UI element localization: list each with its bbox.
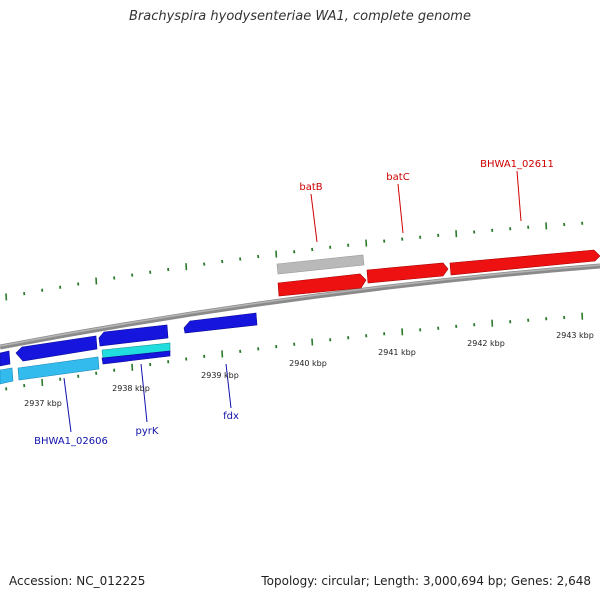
gene-arrow-pyrK-lower[interactable] xyxy=(101,350,171,365)
label-leader-batC xyxy=(397,183,404,234)
gene-arrow-batB[interactable] xyxy=(277,273,367,297)
reverse-gene-labels: BHWA1_02606 pyrK fdx xyxy=(34,363,239,447)
scale-label-2937: 2937 kbp xyxy=(24,399,62,408)
forward-strand-genes xyxy=(276,249,600,297)
gene-arrow-BHWA1_02606-light[interactable] xyxy=(17,356,100,381)
scale-label-2939: 2939 kbp xyxy=(201,371,239,380)
gene-label-fdx[interactable]: fdx xyxy=(223,411,239,422)
accession-text: Accession: NC_012225 xyxy=(9,574,146,588)
reverse-strand-genes xyxy=(0,312,258,385)
scale-label-2941: 2941 kbp xyxy=(378,348,416,357)
gene-arrow-BHWA1_02606[interactable] xyxy=(15,335,98,362)
label-leader-BHWA1_02606 xyxy=(63,377,72,433)
gene-arrow-reverse-edge[interactable] xyxy=(0,350,11,367)
gene-arrow-batB-pseudo[interactable] xyxy=(276,254,365,275)
genome-stats-text: Topology: circular; Length: 3,000,694 bp… xyxy=(261,574,591,588)
gene-arrow-BHWA1_02611[interactable] xyxy=(449,249,600,276)
label-leader-pyrK xyxy=(140,363,148,423)
label-leader-fdx xyxy=(225,363,232,409)
scale-label-2938: 2938 kbp xyxy=(112,384,150,393)
gene-arrow-pyrK-upper[interactable] xyxy=(98,324,169,347)
forward-gene-labels: batB batC BHWA1_02611 xyxy=(299,159,554,243)
gene-label-batB[interactable]: batB xyxy=(299,182,322,193)
lower-tick-track xyxy=(5,312,584,391)
gene-arrow-batC[interactable] xyxy=(366,262,449,284)
gene-label-BHWA1_02606[interactable]: BHWA1_02606 xyxy=(34,436,108,447)
scale-label-2940: 2940 kbp xyxy=(289,359,327,368)
label-leader-batB xyxy=(310,193,318,243)
chromosome-backbone-highlight xyxy=(0,264,600,347)
scale-labels: 2937 kbp 2938 kbp 2939 kbp 2940 kbp 2941… xyxy=(24,331,594,408)
gene-arrow-fdx[interactable] xyxy=(183,312,258,334)
gene-arrow-reverse-light-edge[interactable] xyxy=(0,367,14,385)
upper-tick-track xyxy=(5,221,584,301)
map-title: Brachyspira hyodysenteriae WA1, complete… xyxy=(129,9,471,24)
gene-label-batC[interactable]: batC xyxy=(386,172,409,183)
chromosome-backbone xyxy=(0,263,600,350)
gene-label-pyrK[interactable]: pyrK xyxy=(136,426,159,437)
gene-label-BHWA1_02611[interactable]: BHWA1_02611 xyxy=(480,159,554,170)
scale-label-2943: 2943 kbp xyxy=(556,331,594,340)
scale-label-2942: 2942 kbp xyxy=(467,339,505,348)
label-leader-BHWA1_02611 xyxy=(516,170,522,222)
